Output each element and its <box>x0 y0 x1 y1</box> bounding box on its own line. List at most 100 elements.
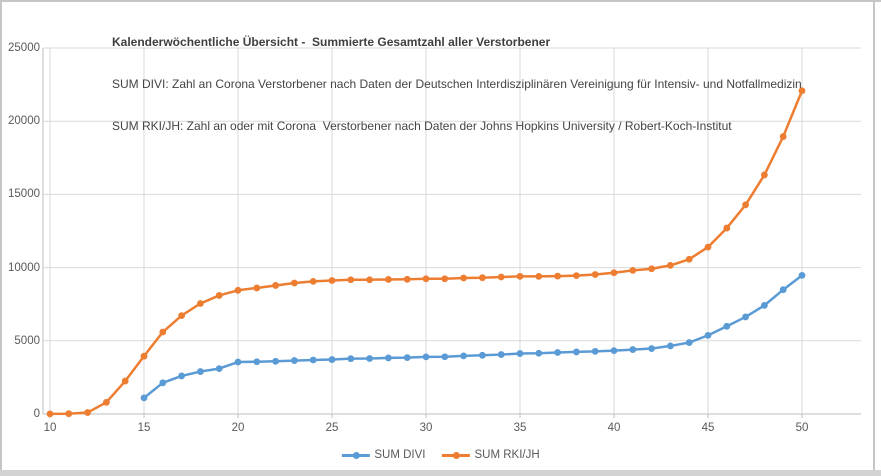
data-point-sum-divi <box>328 356 336 363</box>
data-point-sum-divi <box>591 347 599 355</box>
data-point-sum-rki-jh <box>667 262 674 269</box>
data-point-sum-divi <box>178 372 186 380</box>
series-line-sum-divi <box>143 274 803 399</box>
x-tick-label: 40 <box>607 422 621 434</box>
data-point-sum-rki-jh <box>291 279 298 287</box>
data-point-sum-divi <box>272 357 279 365</box>
data-point-sum-rki-jh <box>516 272 524 280</box>
data-point-sum-rki-jh <box>742 201 749 209</box>
data-point-sum-divi <box>685 339 693 346</box>
data-point-sum-divi <box>479 351 486 359</box>
data-point-sum-rki-jh <box>328 277 336 284</box>
data-point-sum-divi <box>704 331 712 339</box>
data-point-sum-divi <box>460 352 467 360</box>
data-point-sum-divi <box>385 354 392 362</box>
data-point-sum-divi <box>779 286 787 294</box>
legend-item-sum-divi: SUM DIVI <box>341 449 425 461</box>
window-bottom-edge <box>0 470 881 476</box>
data-point-sum-divi <box>309 356 317 364</box>
data-point-sum-divi <box>291 357 298 364</box>
y-tick-label: 15000 <box>8 188 40 201</box>
data-point-sum-divi <box>497 351 505 358</box>
chart-subtitle-rki: SUM RKI/JH: Zahl an oder mit Corona Vers… <box>112 119 732 133</box>
data-point-sum-rki-jh <box>422 275 430 283</box>
data-point-sum-divi <box>441 353 449 361</box>
data-point-sum-divi <box>422 353 430 361</box>
data-point-sum-rki-jh <box>197 300 204 307</box>
data-point-sum-divi <box>742 313 749 321</box>
data-point-sum-rki-jh <box>272 282 279 289</box>
data-point-sum-divi <box>667 342 674 350</box>
data-point-sum-divi <box>140 394 148 402</box>
data-point-sum-rki-jh <box>366 276 373 284</box>
data-point-sum-rki-jh <box>479 274 486 282</box>
data-point-sum-divi <box>159 379 167 387</box>
data-point-sum-rki-jh <box>685 255 693 263</box>
data-point-sum-rki-jh <box>178 312 186 320</box>
window-border-top <box>0 0 881 2</box>
data-point-sum-rki-jh <box>65 410 73 418</box>
data-point-sum-rki-jh <box>591 271 599 278</box>
data-point-sum-rki-jh <box>403 275 411 283</box>
data-point-sum-divi <box>234 358 242 366</box>
data-point-sum-rki-jh <box>84 409 91 416</box>
data-point-sum-rki-jh <box>573 272 580 280</box>
y-tick-label: 20000 <box>8 115 40 128</box>
legend-label: SUM DIVI <box>374 449 426 461</box>
data-point-sum-rki-jh <box>629 266 637 274</box>
data-point-sum-divi <box>197 368 204 375</box>
data-point-sum-divi <box>761 301 768 309</box>
data-point-sum-divi <box>610 347 618 355</box>
data-point-sum-rki-jh <box>460 274 467 282</box>
chart-title: Kalenderwöchentliche Übersicht - Summier… <box>112 35 551 49</box>
data-point-sum-rki-jh <box>234 286 242 294</box>
data-point-sum-divi <box>366 355 373 362</box>
legend-label: SUM RKI/JH <box>474 449 540 461</box>
chart-title-block: Kalenderwöchentliche Übersicht - Summier… <box>112 7 802 161</box>
data-point-sum-rki-jh <box>215 292 223 299</box>
data-point-sum-rki-jh <box>554 272 561 280</box>
chart-subtitle-divi: SUM DIVI: Zahl an Corona Verstorbener na… <box>112 77 802 91</box>
data-point-sum-divi <box>648 345 655 352</box>
data-point-sum-rki-jh <box>497 273 505 281</box>
data-point-sum-rki-jh <box>441 275 449 283</box>
window-border-right <box>873 0 875 471</box>
y-tick-label: 10000 <box>8 261 40 274</box>
data-point-sum-rki-jh <box>121 377 129 385</box>
x-tick-label: 30 <box>419 422 433 434</box>
data-point-sum-rki-jh <box>253 284 261 292</box>
data-point-sum-rki-jh <box>385 276 392 283</box>
data-point-sum-rki-jh <box>610 269 618 277</box>
x-tick-label: 50 <box>795 422 809 434</box>
data-point-sum-rki-jh <box>704 243 712 251</box>
data-point-sum-divi <box>554 349 561 356</box>
data-point-sum-rki-jh <box>140 352 148 360</box>
data-point-sum-divi <box>798 271 806 279</box>
x-tick-label: 10 <box>43 422 57 434</box>
y-tick-label: 0 <box>33 408 40 420</box>
data-point-sum-divi <box>535 349 543 357</box>
data-point-sum-divi <box>253 358 261 366</box>
data-point-sum-divi <box>723 322 731 330</box>
data-point-sum-rki-jh <box>535 272 543 280</box>
data-point-sum-rki-jh <box>723 224 731 232</box>
legend-line-marker-icon <box>341 451 370 460</box>
data-point-sum-divi <box>573 348 580 356</box>
x-tick-label: 35 <box>513 422 527 434</box>
data-point-sum-rki-jh <box>779 133 787 140</box>
x-tick-label: 25 <box>325 422 339 434</box>
y-tick-label: 25000 <box>8 42 40 54</box>
data-point-sum-rki-jh <box>648 265 655 273</box>
y-tick-label: 5000 <box>14 334 40 347</box>
data-point-sum-rki-jh <box>103 398 110 406</box>
legend-item-sum-rki-jh: SUM RKI/JH <box>441 449 540 461</box>
legend-line-marker-icon <box>441 451 470 460</box>
data-point-sum-rki-jh <box>347 276 355 284</box>
data-point-sum-divi <box>347 355 355 363</box>
chart-legend: SUM DIVI SUM RKI/JH <box>341 446 540 464</box>
x-tick-label: 15 <box>137 422 151 434</box>
data-point-sum-divi <box>516 350 524 357</box>
data-point-sum-rki-jh <box>309 277 317 285</box>
